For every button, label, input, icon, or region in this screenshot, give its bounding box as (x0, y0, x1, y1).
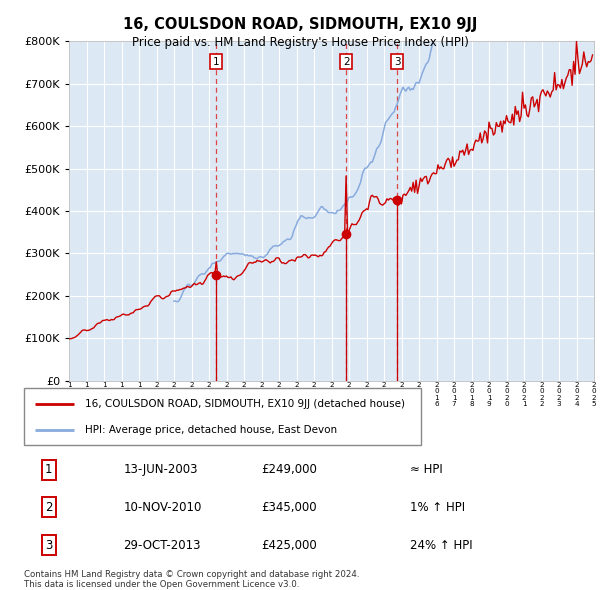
Text: 16, COULSDON ROAD, SIDMOUTH, EX10 9JJ: 16, COULSDON ROAD, SIDMOUTH, EX10 9JJ (123, 17, 477, 32)
Text: Contains HM Land Registry data © Crown copyright and database right 2024.: Contains HM Land Registry data © Crown c… (24, 569, 359, 579)
Text: 29-OCT-2013: 29-OCT-2013 (124, 539, 201, 552)
Text: ≈ HPI: ≈ HPI (410, 463, 443, 476)
Text: This data is licensed under the Open Government Licence v3.0.: This data is licensed under the Open Gov… (24, 579, 299, 589)
Text: 16, COULSDON ROAD, SIDMOUTH, EX10 9JJ (detached house): 16, COULSDON ROAD, SIDMOUTH, EX10 9JJ (d… (85, 399, 405, 409)
Text: 1: 1 (45, 463, 53, 476)
Text: 13-JUN-2003: 13-JUN-2003 (124, 463, 198, 476)
Text: £345,000: £345,000 (262, 501, 317, 514)
Text: £249,000: £249,000 (262, 463, 317, 476)
Text: Price paid vs. HM Land Registry's House Price Index (HPI): Price paid vs. HM Land Registry's House … (131, 36, 469, 49)
Text: 2: 2 (343, 57, 349, 67)
Text: 2: 2 (45, 501, 53, 514)
Text: 10-NOV-2010: 10-NOV-2010 (124, 501, 202, 514)
Text: £425,000: £425,000 (262, 539, 317, 552)
Text: 1: 1 (213, 57, 220, 67)
Text: 3: 3 (45, 539, 53, 552)
FancyBboxPatch shape (24, 388, 421, 445)
Text: HPI: Average price, detached house, East Devon: HPI: Average price, detached house, East… (85, 425, 337, 435)
Text: 3: 3 (394, 57, 400, 67)
Text: 24% ↑ HPI: 24% ↑ HPI (410, 539, 473, 552)
Text: 1% ↑ HPI: 1% ↑ HPI (410, 501, 466, 514)
